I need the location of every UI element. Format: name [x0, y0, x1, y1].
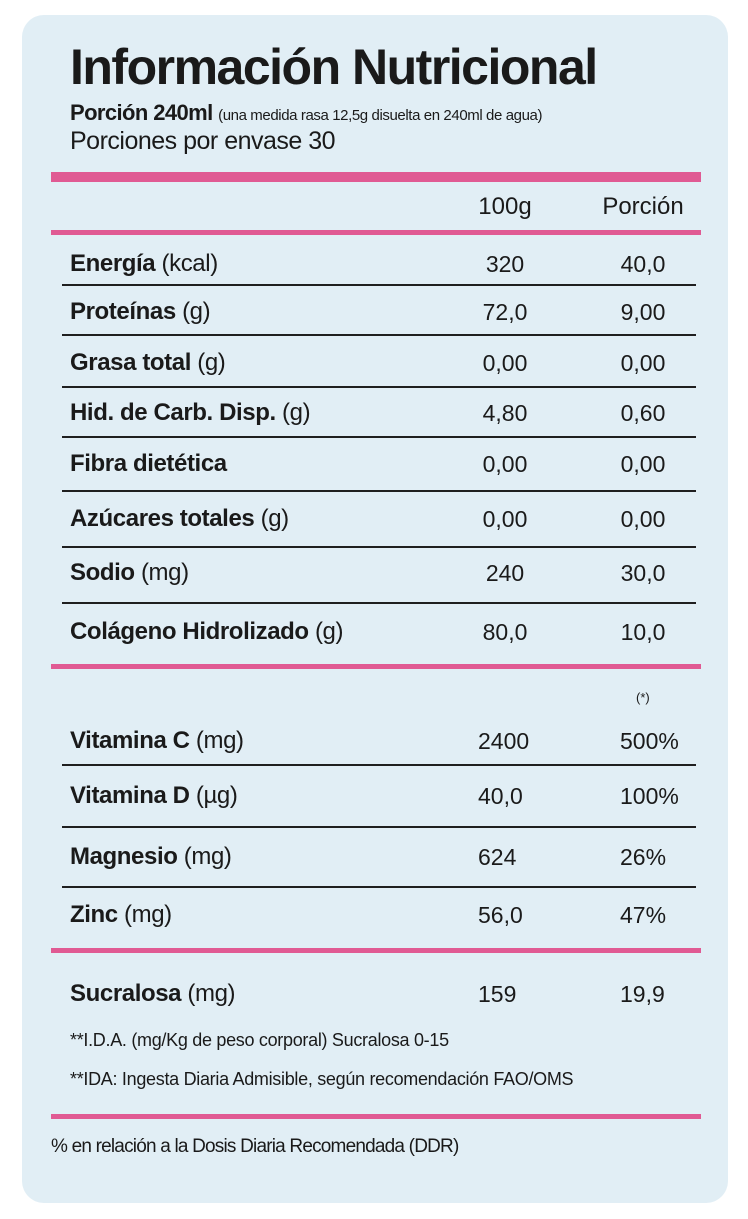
portion-label: Porción 240ml: [70, 100, 213, 125]
nutrient-value-portion: 10,0: [620, 619, 666, 645]
vitamin-value-100g: 56,0: [478, 902, 523, 928]
nutrient-label: Vitamina D (µg): [70, 782, 238, 809]
vitamin-value-100g: 40,0: [478, 783, 523, 809]
row-divider: [62, 764, 696, 766]
nutrient-label: Colágeno Hidrolizado (g): [70, 618, 344, 645]
nutrient-value-100g: 0,00: [482, 451, 528, 477]
nutrient-value-portion: 0,00: [620, 451, 666, 477]
nutrient-label: Azúcares totales (g): [70, 505, 289, 532]
divider-pink: [51, 1114, 701, 1119]
row-divider: [62, 826, 696, 828]
divider-pink: [51, 664, 701, 669]
nutrient-value-100g: 72,0: [482, 299, 528, 325]
note-ida-definition: **IDA: Ingesta Diaria Admisible, según r…: [70, 1069, 574, 1089]
nutrient-label: Grasa total (g): [70, 349, 226, 376]
ddr-marker: (*): [636, 690, 650, 705]
divider-pink: [51, 172, 701, 182]
vitamin-value-ddr: 47%: [620, 902, 667, 928]
sweetener-name: Sucralosa (mg): [70, 980, 236, 1007]
nutrient-value-100g: 0,00: [482, 350, 528, 376]
divider-pink: [51, 230, 701, 235]
row-divider: [62, 436, 696, 438]
row-divider: [62, 886, 696, 888]
row-divider: [62, 284, 696, 286]
nutrient-value-portion: 0,00: [620, 506, 666, 532]
vitamin-value-ddr: 26%: [620, 844, 667, 870]
sweetener-100g: 159: [478, 981, 517, 1007]
nutrient-value-100g: 80,0: [482, 619, 528, 645]
note-ida: **I.D.A. (mg/Kg de peso corporal) Sucral…: [70, 1030, 449, 1050]
vitamin-value-ddr: 500%: [620, 728, 679, 754]
nutrient-label: Zinc (mg): [70, 901, 172, 928]
column-header-100g: 100g: [478, 193, 532, 220]
row-divider: [62, 334, 696, 336]
portion-size: Porción 240ml (una medida rasa 12,5g dis…: [70, 100, 542, 126]
row-divider: [62, 490, 696, 492]
nutrient-value-portion: 9,00: [620, 299, 666, 325]
column-header-portion: Porción: [602, 193, 684, 220]
nutrient-label: Fibra dietética: [70, 450, 227, 477]
nutrient-label: Vitamina C (mg): [70, 727, 244, 754]
nutrient-label: Sodio (mg): [70, 559, 189, 586]
vitamin-value-100g: 2400: [478, 728, 530, 754]
nutrient-value-100g: 320: [485, 251, 525, 277]
vitamin-value-ddr: 100%: [620, 783, 679, 809]
servings-per-container: Porciones por envase 30: [70, 127, 336, 155]
nutrient-value-100g: 4,80: [482, 400, 528, 426]
nutrient-label: Energía (kcal): [70, 250, 218, 277]
nutrition-label-card: [22, 15, 728, 1203]
portion-detail: (una medida rasa 12,5g disuelta en 240ml…: [218, 107, 543, 124]
nutrient-value-portion: 40,0: [620, 251, 666, 277]
nutrient-label: Hid. de Carb. Disp. (g): [70, 399, 311, 426]
row-divider: [62, 386, 696, 388]
footer-ddr: % en relación a la Dosis Diaria Recomend…: [51, 1136, 459, 1157]
nutrient-value-100g: 0,00: [482, 506, 528, 532]
nutrient-label: Proteínas (g): [70, 298, 211, 325]
row-divider: [62, 602, 696, 604]
label-title: Información Nutricional: [70, 39, 598, 95]
divider-pink: [51, 948, 701, 953]
row-divider: [62, 546, 696, 548]
sweetener-portion: 19,9: [620, 981, 665, 1007]
vitamin-value-100g: 624: [478, 844, 517, 870]
nutrient-value-portion: 0,00: [620, 350, 666, 376]
nutrient-value-portion: 30,0: [620, 560, 666, 586]
nutrient-value-portion: 0,60: [620, 400, 666, 426]
nutrient-label: Magnesio (mg): [70, 843, 232, 870]
nutrient-value-100g: 240: [485, 560, 525, 586]
